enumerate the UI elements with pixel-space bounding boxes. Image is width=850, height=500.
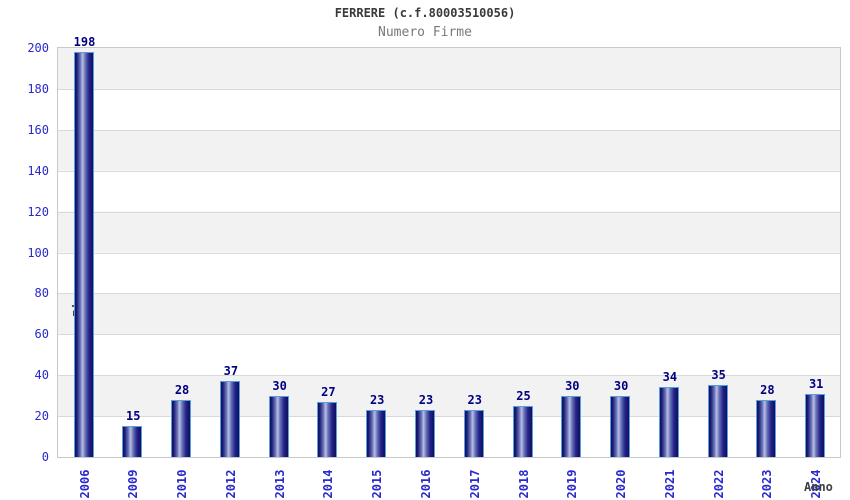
- bar-2022: [707, 385, 728, 457]
- bar-value-label: 28: [174, 382, 190, 397]
- bar-value-label: 23: [418, 392, 434, 407]
- bar-2018: [512, 405, 533, 457]
- bar-value-label: 25: [516, 388, 531, 403]
- x-tick-label: 2016: [418, 469, 433, 499]
- y-tick-label: 160: [27, 122, 49, 137]
- x-tick-label: 2020: [614, 469, 629, 499]
- x-tick-label: 2019: [565, 469, 580, 499]
- bar-value-label: 34: [662, 370, 678, 385]
- bar-2006: [73, 52, 94, 457]
- bar-value-label: 37: [223, 364, 239, 379]
- bar-2015: [366, 409, 387, 457]
- y-tick-label: 100: [27, 245, 49, 260]
- bar-value-label: 23: [467, 392, 482, 407]
- x-tick-label: 2010: [175, 469, 190, 499]
- x-tick-label: 2021: [662, 469, 677, 499]
- x-tick-label: 2013: [272, 469, 287, 499]
- chart-subtitle: Numero Firme: [378, 25, 472, 40]
- gridline-120: [58, 211, 840, 213]
- bar-value-label: 27: [321, 384, 336, 399]
- y-tick-label: 200: [27, 41, 49, 55]
- y-tick-label: 20: [34, 409, 49, 424]
- bar-value-label: 30: [613, 378, 629, 393]
- bar-value-label: 35: [711, 368, 726, 383]
- x-tick-label: 2015: [370, 469, 385, 499]
- bar-2009: [122, 426, 143, 457]
- bar-value-label: 15: [126, 409, 141, 424]
- bar-2019: [561, 395, 582, 457]
- x-tick-label: 2009: [126, 469, 141, 499]
- bar-2014: [317, 401, 338, 457]
- bar-value-label: 30: [272, 378, 287, 393]
- bar-2023: [756, 399, 777, 457]
- bar-value-label: 23: [369, 392, 385, 407]
- bar-2016: [414, 409, 435, 457]
- bar-2021: [658, 387, 679, 457]
- x-tick-label: 2014: [321, 469, 336, 499]
- gridline-140: [58, 170, 840, 172]
- bar-2010: [171, 399, 192, 457]
- bar-2012: [219, 381, 240, 457]
- gridline-100: [58, 252, 840, 254]
- gridline-160: [58, 129, 840, 131]
- bar-value-label: 198: [73, 35, 96, 50]
- bar-2013: [268, 395, 289, 457]
- gridline-60: [58, 334, 840, 336]
- x-tick-label: 2018: [516, 469, 531, 499]
- x-tick-label: 2023: [760, 469, 775, 499]
- chart-title: FERRERE (c.f.80003510056): [334, 6, 516, 20]
- bar-value-label: 28: [760, 382, 775, 397]
- y-tick-label: 40: [34, 368, 49, 383]
- y-tick-label: 120: [27, 204, 49, 219]
- x-tick-label: 2017: [467, 469, 482, 499]
- bar-value-label: 30: [565, 378, 580, 393]
- x-tick-label: 2022: [711, 469, 726, 499]
- gridline-20: [58, 416, 840, 418]
- bar-2017: [463, 409, 484, 457]
- x-tick-label: 2006: [77, 469, 92, 499]
- gridline-80: [58, 293, 840, 295]
- y-tick-label: 80: [34, 286, 49, 301]
- x-tick-label: 2012: [223, 469, 238, 499]
- y-tick-label: 60: [34, 327, 49, 342]
- y-tick-label: 140: [27, 163, 49, 178]
- bar-value-label: 31: [808, 376, 824, 391]
- gridline-40: [58, 375, 840, 377]
- x-axis-title: Anno: [804, 480, 833, 494]
- y-tick-label: 180: [27, 81, 49, 96]
- bar-2024: [805, 393, 826, 457]
- y-tick-label: 0: [41, 450, 49, 464]
- bar-2020: [610, 395, 631, 457]
- plot-area: Firme 0204060801001201401601802001982006…: [27, 35, 841, 498]
- gridline-180: [58, 88, 840, 90]
